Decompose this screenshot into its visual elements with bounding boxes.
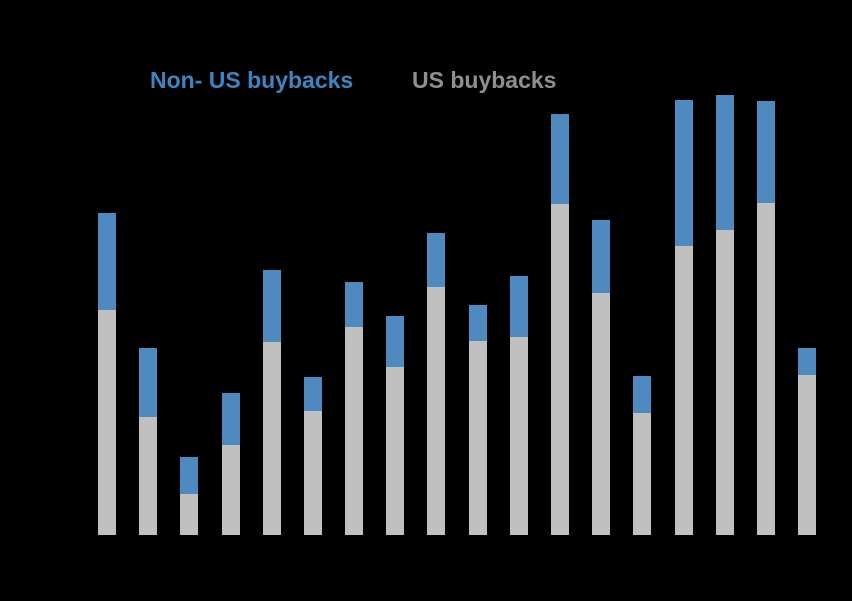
stacked-bar bbox=[633, 376, 651, 535]
bar-segment-non-us-buybacks bbox=[98, 213, 116, 310]
bar-segment-non-us-buybacks bbox=[469, 305, 487, 341]
legend-label-us-buybacks: US buybacks bbox=[412, 67, 557, 93]
stacked-bar bbox=[716, 95, 734, 535]
bar-segment-non-us-buybacks bbox=[510, 276, 528, 337]
stacked-bar bbox=[551, 114, 569, 535]
bar-segment-us-buybacks bbox=[716, 230, 734, 535]
bar-segment-non-us-buybacks bbox=[139, 348, 157, 417]
stacked-bar bbox=[427, 233, 445, 535]
bar-segment-non-us-buybacks bbox=[222, 393, 240, 445]
bar-segment-us-buybacks bbox=[222, 445, 240, 535]
stacked-bar bbox=[386, 316, 404, 535]
bar-segment-us-buybacks bbox=[798, 375, 816, 535]
stacked-bar bbox=[592, 220, 610, 535]
bar-segment-us-buybacks bbox=[675, 246, 693, 535]
bar-segment-us-buybacks bbox=[633, 413, 651, 535]
bar-segment-us-buybacks bbox=[98, 310, 116, 535]
stacked-bar bbox=[798, 348, 816, 535]
bar-segment-non-us-buybacks bbox=[757, 101, 775, 203]
bar-segment-us-buybacks bbox=[551, 204, 569, 535]
stacked-bar bbox=[510, 276, 528, 535]
stacked-bar bbox=[675, 100, 693, 535]
stacked-bar bbox=[304, 377, 322, 535]
bar-segment-us-buybacks bbox=[757, 203, 775, 535]
bar-segment-us-buybacks bbox=[386, 367, 404, 535]
stacked-bar bbox=[345, 282, 363, 535]
stacked-bar bbox=[263, 270, 281, 535]
bar-segment-non-us-buybacks bbox=[592, 220, 610, 293]
stacked-bar bbox=[222, 393, 240, 535]
bar-segment-non-us-buybacks bbox=[427, 233, 445, 287]
stacked-bar bbox=[139, 348, 157, 535]
stacked-bar bbox=[180, 457, 198, 535]
bar-segment-non-us-buybacks bbox=[180, 457, 198, 494]
bar-segment-us-buybacks bbox=[180, 494, 198, 535]
stacked-bar bbox=[757, 101, 775, 535]
bar-segment-non-us-buybacks bbox=[263, 270, 281, 342]
bar-segment-us-buybacks bbox=[510, 337, 528, 535]
bar-segment-us-buybacks bbox=[427, 287, 445, 535]
bar-segment-non-us-buybacks bbox=[304, 377, 322, 411]
bar-segment-non-us-buybacks bbox=[675, 100, 693, 246]
bar-segment-us-buybacks bbox=[469, 341, 487, 535]
stacked-bar bbox=[98, 213, 116, 535]
bar-segment-non-us-buybacks bbox=[633, 376, 651, 413]
bar-segment-us-buybacks bbox=[139, 417, 157, 535]
bar-segment-non-us-buybacks bbox=[798, 348, 816, 375]
bar-segment-non-us-buybacks bbox=[716, 95, 734, 230]
legend-label-non-us-buybacks: Non- US buybacks bbox=[150, 67, 354, 93]
bar-segment-us-buybacks bbox=[345, 327, 363, 535]
stacked-bar bbox=[469, 305, 487, 535]
bar-segment-non-us-buybacks bbox=[386, 316, 404, 367]
bar-segment-non-us-buybacks bbox=[345, 282, 363, 327]
bar-segment-us-buybacks bbox=[304, 411, 322, 535]
bar-segment-us-buybacks bbox=[592, 293, 610, 535]
bar-segment-non-us-buybacks bbox=[551, 114, 569, 204]
bar-segment-us-buybacks bbox=[263, 342, 281, 535]
